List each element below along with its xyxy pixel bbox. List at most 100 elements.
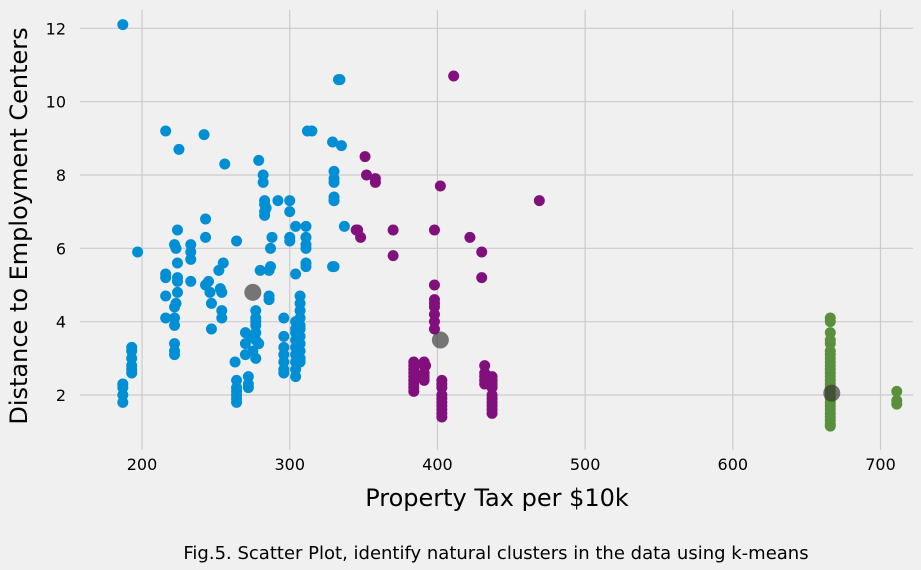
data-point-cluster-2 — [359, 151, 371, 163]
data-point-cluster-1 — [239, 338, 251, 350]
data-point-cluster-2 — [408, 385, 420, 397]
data-point-cluster-1 — [338, 220, 350, 232]
data-points — [117, 19, 903, 432]
y-axis-label: Distance to Employment Centers — [5, 27, 33, 424]
data-point-cluster-1 — [265, 261, 277, 273]
data-point-cluster-1 — [170, 297, 182, 309]
data-point-cluster-1 — [117, 396, 129, 408]
data-point-cluster-1 — [300, 242, 312, 254]
data-point-cluster-2 — [361, 169, 373, 181]
axis-tick-labels: 200 300 400 500 600 700 2 4 6 8 10 12 — [46, 19, 896, 474]
data-point-cluster-1 — [200, 231, 212, 243]
data-point-cluster-1 — [294, 356, 306, 368]
data-point-cluster-3 — [824, 420, 836, 432]
x-tick-label: 200 — [127, 455, 158, 474]
data-point-cluster-1 — [278, 330, 290, 342]
data-point-cluster-1 — [257, 176, 269, 188]
data-point-cluster-1 — [229, 356, 241, 368]
data-point-cluster-1 — [160, 290, 172, 302]
data-point-cluster-1 — [284, 195, 296, 207]
data-point-cluster-2 — [434, 180, 446, 192]
centroid-point — [431, 331, 449, 349]
y-tick-label: 4 — [56, 313, 66, 332]
data-point-cluster-1 — [278, 367, 290, 379]
x-axis-label: Property Tax per $10k — [365, 484, 629, 512]
data-point-cluster-2 — [436, 411, 448, 423]
data-point-cluster-1 — [290, 220, 302, 232]
y-tick-label: 10 — [46, 93, 66, 112]
data-point-cluster-1 — [265, 242, 277, 254]
figure-caption: Fig.5. Scatter Plot, identify natural cl… — [183, 543, 808, 564]
data-point-cluster-1 — [290, 371, 302, 383]
data-point-cluster-1 — [205, 297, 217, 309]
x-tick-label: 300 — [274, 455, 305, 474]
data-point-cluster-1 — [219, 158, 231, 170]
centroid-point — [823, 384, 841, 402]
centroid-point — [244, 283, 262, 301]
data-point-cluster-1 — [160, 268, 172, 280]
data-point-cluster-1 — [335, 140, 347, 152]
data-point-cluster-1 — [200, 213, 212, 225]
data-point-cluster-1 — [217, 257, 229, 269]
data-point-cluster-1 — [185, 253, 197, 265]
data-point-cluster-1 — [253, 338, 265, 350]
data-point-cluster-1 — [284, 206, 296, 218]
y-tick-label: 2 — [56, 386, 66, 405]
data-point-cluster-1 — [198, 129, 210, 141]
data-point-cluster-3 — [891, 385, 903, 397]
data-point-cluster-2 — [464, 231, 476, 243]
data-point-cluster-2 — [418, 374, 430, 386]
data-point-cluster-1 — [173, 143, 185, 155]
data-point-cluster-2 — [476, 272, 488, 284]
data-point-cluster-1 — [253, 154, 265, 166]
data-point-cluster-1 — [126, 345, 138, 357]
data-point-cluster-1 — [272, 195, 284, 207]
data-point-cluster-1 — [242, 382, 254, 394]
data-point-cluster-1 — [231, 396, 243, 408]
data-point-cluster-1 — [169, 319, 181, 331]
data-point-cluster-1 — [306, 125, 318, 137]
y-tick-label: 6 — [56, 239, 66, 258]
data-point-cluster-1 — [254, 264, 266, 276]
data-point-cluster-1 — [171, 257, 183, 269]
data-point-cluster-1 — [170, 242, 182, 254]
data-point-cluster-2 — [533, 195, 545, 207]
data-point-cluster-1 — [231, 235, 243, 247]
data-point-cluster-1 — [202, 275, 214, 287]
data-point-cluster-1 — [334, 74, 346, 86]
data-point-cluster-1 — [117, 19, 129, 31]
data-point-cluster-1 — [171, 286, 183, 298]
data-point-cluster-1 — [278, 312, 290, 324]
data-point-cluster-1 — [216, 286, 228, 298]
data-point-cluster-1 — [117, 378, 129, 390]
data-point-cluster-2 — [420, 360, 432, 372]
data-point-cluster-1 — [132, 246, 144, 258]
data-point-cluster-1 — [160, 312, 172, 324]
data-point-cluster-1 — [205, 323, 217, 335]
data-point-cluster-1 — [250, 352, 262, 364]
data-point-cluster-2 — [387, 224, 399, 236]
data-point-cluster-2 — [448, 70, 460, 82]
data-point-cluster-1 — [328, 176, 340, 188]
data-point-cluster-2 — [428, 279, 440, 291]
data-point-cluster-1 — [260, 202, 272, 214]
data-point-cluster-1 — [266, 231, 278, 243]
x-tick-label: 400 — [422, 455, 453, 474]
data-point-cluster-2 — [355, 231, 367, 243]
data-point-cluster-3 — [891, 398, 903, 410]
data-point-cluster-1 — [185, 275, 197, 287]
data-point-cluster-2 — [408, 367, 420, 379]
data-point-cluster-1 — [263, 290, 275, 302]
data-point-cluster-2 — [369, 173, 381, 185]
data-point-cluster-1 — [171, 224, 183, 236]
data-point-cluster-1 — [290, 268, 302, 280]
data-point-cluster-1 — [300, 220, 312, 232]
x-tick-label: 500 — [570, 455, 601, 474]
data-point-cluster-2 — [486, 407, 498, 419]
data-point-cluster-1 — [169, 349, 181, 361]
data-point-cluster-2 — [428, 224, 440, 236]
data-point-cluster-1 — [327, 136, 339, 148]
data-point-cluster-2 — [428, 323, 440, 335]
